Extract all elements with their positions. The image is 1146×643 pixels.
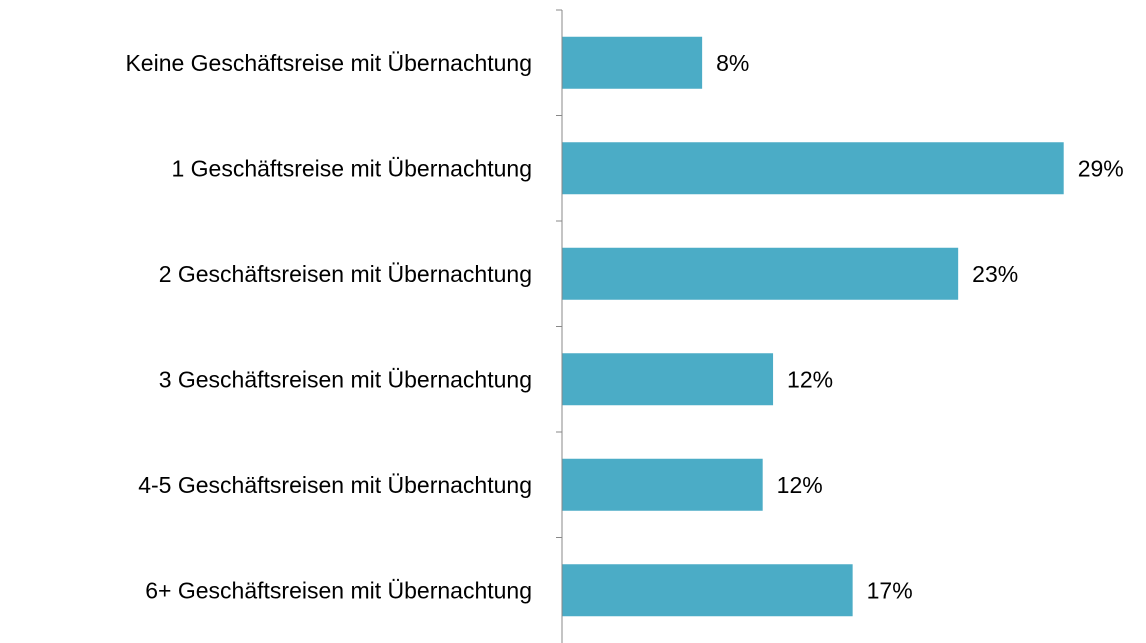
bar (562, 564, 853, 617)
value-label: 29% (1078, 155, 1124, 181)
value-label: 23% (972, 261, 1018, 287)
bar (562, 458, 763, 511)
category-label: Keine Geschäftsreise mit Übernachtung (125, 50, 532, 76)
value-label: 12% (777, 472, 823, 498)
value-label: 12% (787, 366, 833, 392)
category-label: 1 Geschäftsreise mit Übernachtung (171, 155, 532, 181)
bar (562, 353, 774, 406)
category-label: 2 Geschäftsreisen mit Übernachtung (159, 261, 532, 287)
bar (562, 36, 703, 89)
category-label: 6+ Geschäftsreisen mit Übernachtung (145, 577, 532, 603)
bar (562, 247, 959, 300)
bar (562, 142, 1064, 195)
category-label: 4-5 Geschäftsreisen mit Übernachtung (138, 472, 532, 498)
value-label: 8% (716, 50, 749, 76)
value-label: 17% (867, 577, 913, 603)
category-label: 3 Geschäftsreisen mit Übernachtung (159, 366, 532, 392)
